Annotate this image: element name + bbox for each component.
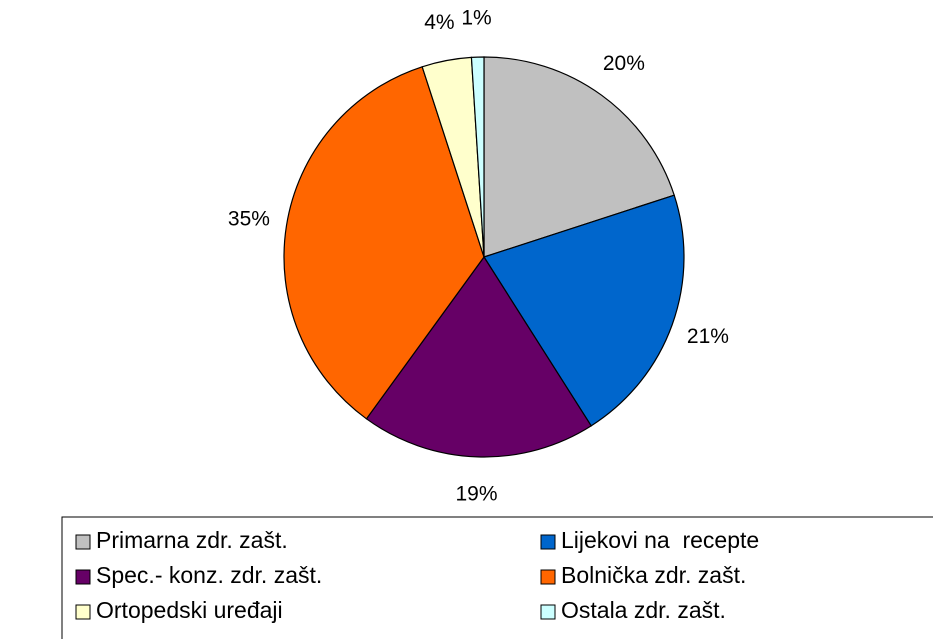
data-label: 4% [424, 11, 454, 34]
legend-label: Ostala zdr. zašt. [561, 597, 726, 623]
pie-slice [283, 66, 485, 420]
legend-swatch [540, 569, 556, 585]
data-label: 35% [228, 207, 270, 230]
data-label: 1% [461, 7, 491, 30]
legend-swatch [540, 604, 556, 620]
legend-label: Spec.- konz. zdr. zašt. [96, 562, 322, 588]
legend-label: Primarna zdr. zašt. [96, 527, 288, 553]
legend-box [61, 516, 933, 639]
pie-slice [365, 255, 592, 458]
data-label: 20% [603, 52, 645, 75]
legend-label: Lijekovi na recepte [561, 527, 759, 553]
pie-slice [483, 194, 685, 427]
legend-swatch [540, 534, 556, 550]
legend-swatch [75, 534, 91, 550]
legend-swatch [75, 604, 91, 620]
legend-label: Bolnička zdr. zašt. [561, 562, 746, 588]
legend-label: Ortopedski uređaji [96, 597, 283, 623]
data-label: 21% [687, 325, 729, 348]
legend-swatch [75, 569, 91, 585]
pie-slice [470, 56, 485, 258]
pie-slice [483, 56, 675, 258]
data-label: 19% [456, 482, 498, 505]
